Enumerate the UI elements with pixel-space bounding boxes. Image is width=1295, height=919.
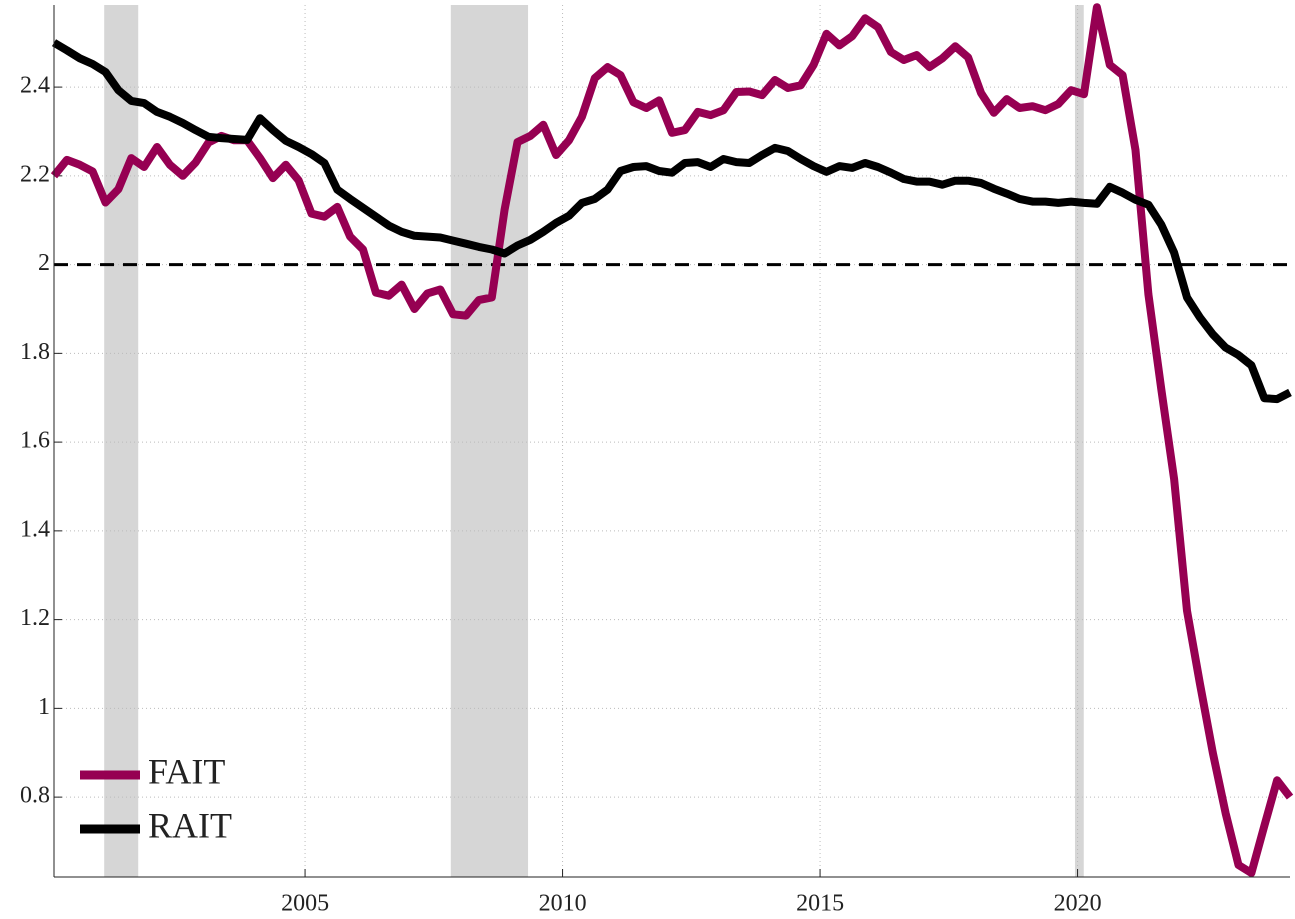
y-tick-label: 1.8	[20, 339, 50, 365]
y-tick-label: 1	[38, 694, 50, 720]
y-tick-label: 1.4	[20, 516, 50, 542]
recession-band	[104, 5, 139, 877]
x-tick-label: 2015	[796, 891, 844, 917]
y-tick-label: 1.6	[20, 428, 50, 454]
legend-label: RAIT	[148, 805, 232, 845]
x-tick-label: 2010	[539, 891, 587, 917]
y-tick-label: 2	[38, 250, 50, 276]
x-tick-label: 2020	[1054, 891, 1102, 917]
y-tick-label: 2.2	[20, 161, 50, 187]
recession-band	[450, 5, 529, 877]
series-line	[51, 39, 1292, 404]
x-tick-label: 2005	[281, 891, 329, 917]
y-tick-label: 1.2	[20, 605, 50, 631]
y-tick-label: 2.4	[20, 73, 50, 99]
series-line	[50, 3, 1294, 877]
recession-band	[1074, 5, 1084, 877]
legend-label: FAIT	[148, 751, 225, 791]
y-tick-label: 0.8	[20, 783, 50, 809]
